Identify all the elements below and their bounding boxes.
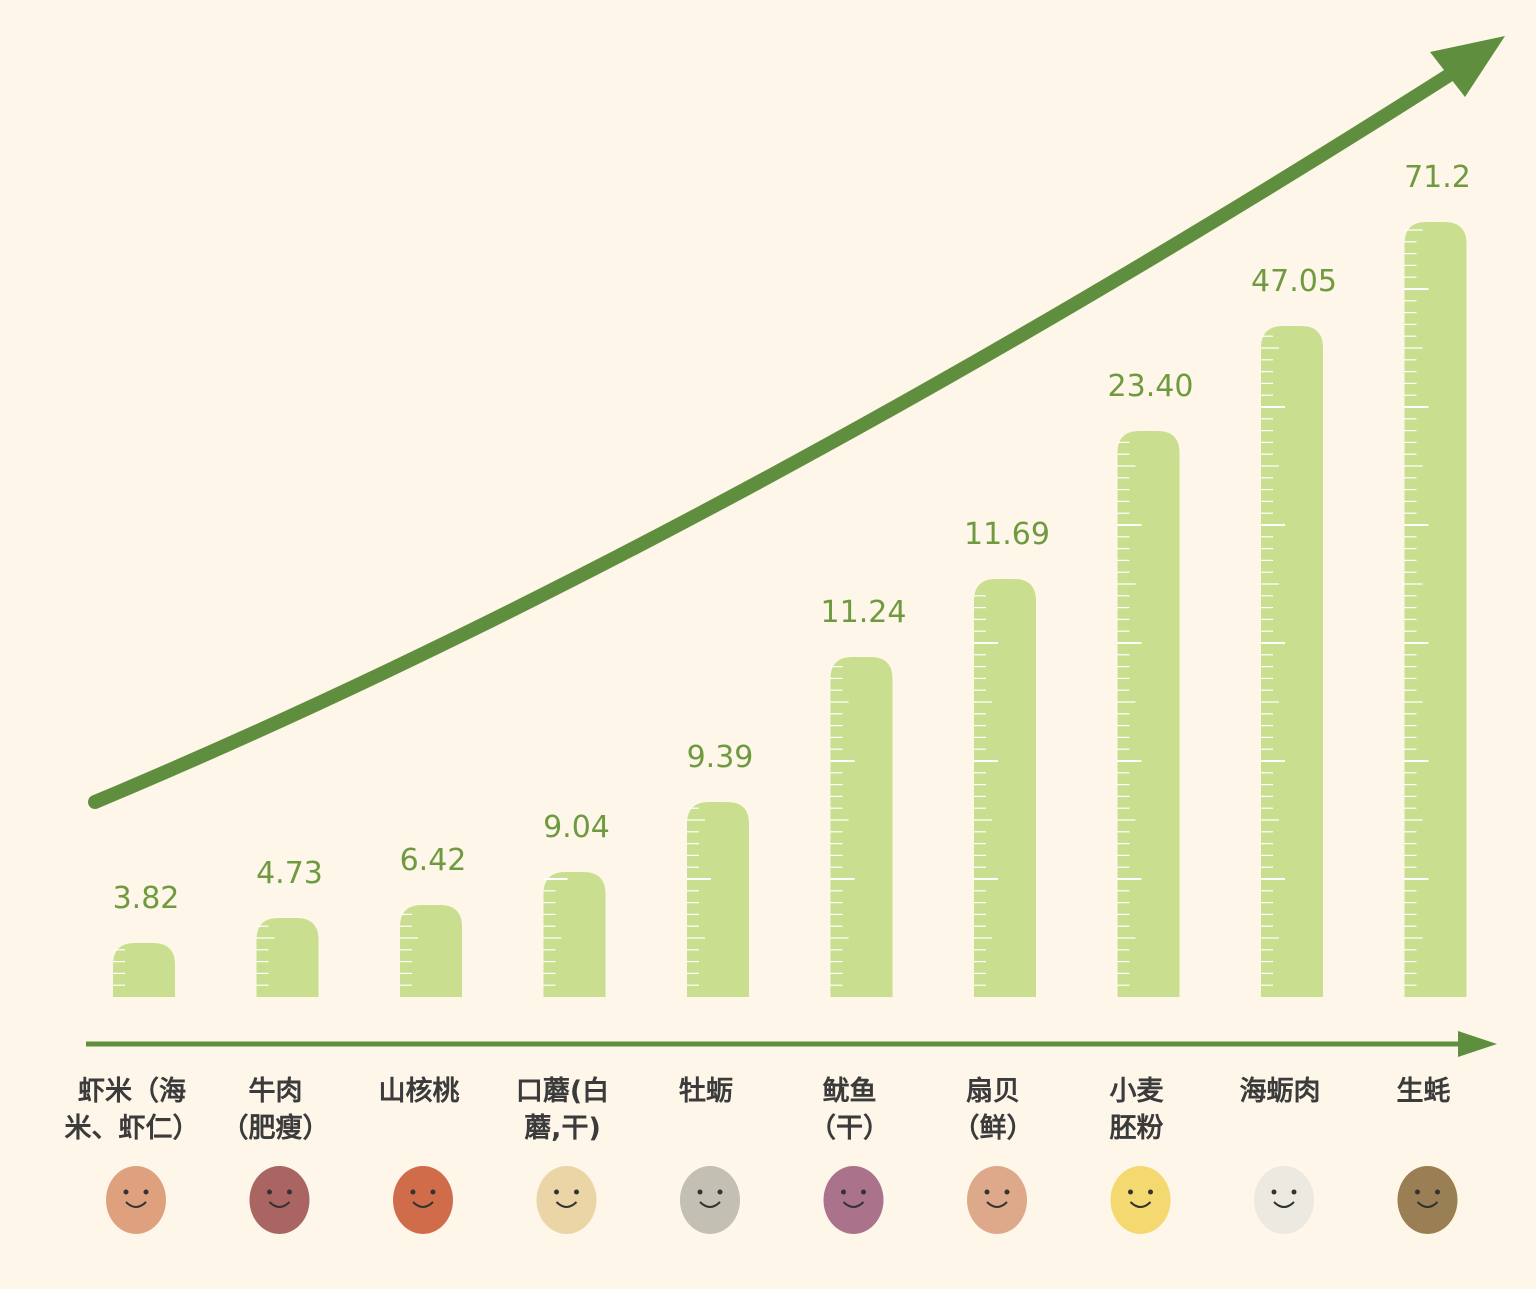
category-label: 牛肉 [249, 1076, 303, 1107]
oyster-icon [680, 1166, 740, 1234]
trend-arrow-line [88, 58, 1472, 809]
bar [113, 943, 175, 997]
squid-icon [823, 1166, 884, 1234]
value-label: 47.05 [1251, 264, 1337, 299]
wheat-germ-icon [1110, 1166, 1171, 1234]
value-label: 3.82 [113, 881, 180, 916]
value-label: 4.73 [256, 856, 323, 891]
category-label: 海蛎肉 [1240, 1076, 1321, 1107]
bar [1404, 222, 1467, 997]
category-label: 牡蛎 [679, 1076, 733, 1107]
category-label: 虾米（海 [78, 1076, 186, 1107]
value-label: 71.2 [1404, 160, 1471, 195]
value-label: 23.40 [1108, 369, 1194, 404]
category-label: 小麦 [1110, 1076, 1165, 1107]
category-label: 口蘑(白 [516, 1075, 609, 1107]
bar [1117, 431, 1180, 997]
category-label: 扇贝 [966, 1075, 1020, 1107]
bar [1261, 326, 1323, 997]
value-label: 9.04 [543, 810, 610, 845]
mushroom-icon [536, 1166, 597, 1234]
oyster-meat-icon [1254, 1166, 1314, 1234]
category-label: 蘑,干) [524, 1113, 601, 1144]
bar [830, 657, 893, 997]
value-label: 11.69 [964, 517, 1050, 552]
bar [974, 579, 1036, 997]
trend-arrow-head [1430, 36, 1505, 97]
bar [687, 802, 749, 997]
category-label: 山核桃 [379, 1075, 460, 1107]
x-axis-arrow-head [1458, 1031, 1497, 1057]
shrimp-icon [106, 1166, 166, 1234]
category-label: 生蚝 [1397, 1076, 1451, 1107]
scallop-icon [967, 1166, 1027, 1234]
category-label: 鱿鱼 [823, 1076, 877, 1107]
category-label: （肥瘦） [222, 1112, 330, 1144]
category-label: （干） [809, 1113, 890, 1144]
value-label: 6.42 [400, 843, 467, 878]
value-label: 9.39 [687, 740, 754, 775]
value-label: 11.24 [821, 595, 907, 630]
category-label: 胚粉 [1110, 1113, 1164, 1144]
beef-icon [249, 1166, 310, 1234]
category-label: （鲜） [953, 1113, 1034, 1144]
walnut-icon [393, 1166, 453, 1234]
bar [400, 905, 462, 997]
category-label: 米、虾仁） [65, 1113, 200, 1144]
bar [543, 872, 606, 997]
raw-oyster-icon [1397, 1166, 1458, 1234]
